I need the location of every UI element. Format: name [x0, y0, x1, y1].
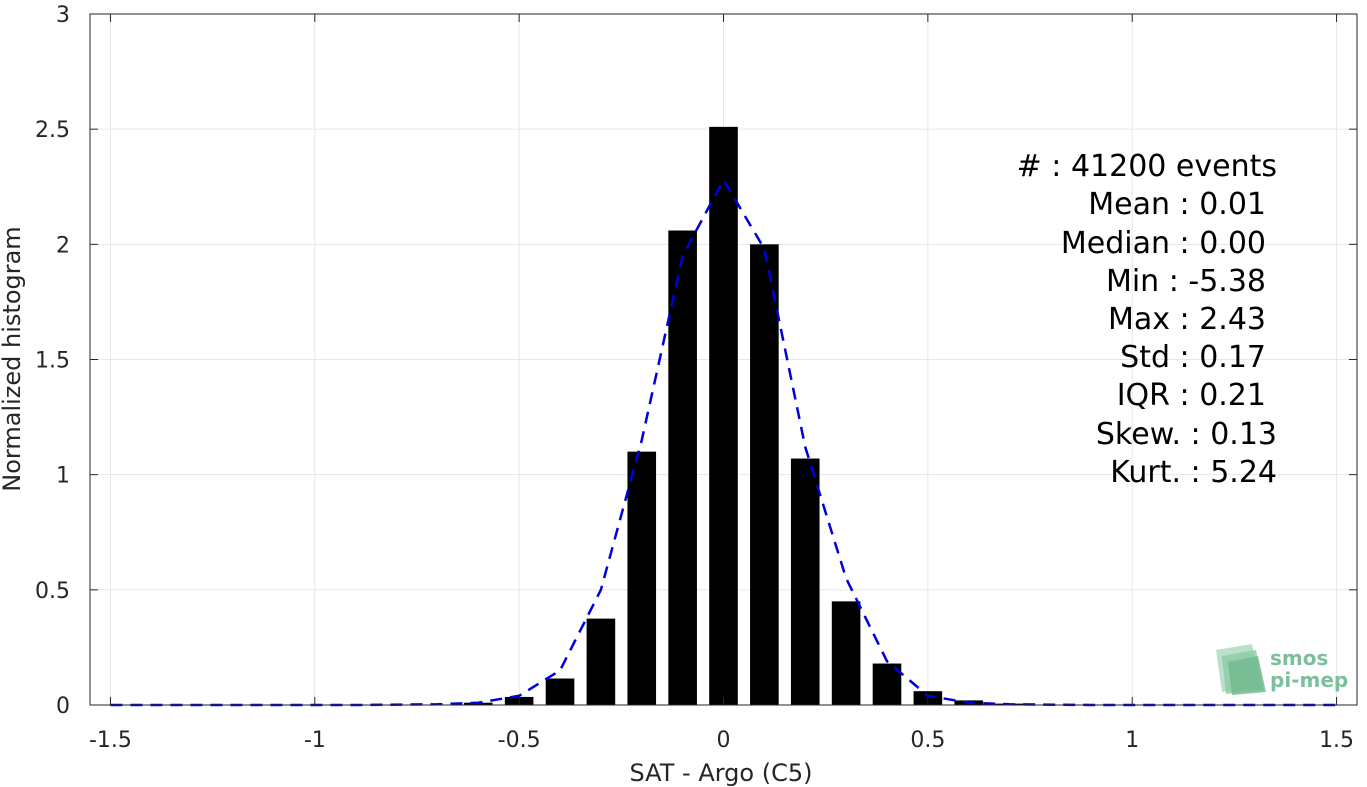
- histogram-bar: [750, 244, 779, 706]
- y-tick-label: 2: [56, 233, 70, 258]
- histogram-bar: [709, 126, 738, 705]
- histogram-bar: [545, 678, 575, 705]
- logo-text-pi-mep: pi-mep: [1270, 668, 1348, 692]
- stat-mean: Mean : 0.01: [1088, 187, 1266, 222]
- y-tick-label: 1.5: [35, 349, 70, 374]
- x-axis-ticks: -1.5 -1 -0.5 0 0.5 1 1.5: [89, 14, 1354, 753]
- x-tick-label: -1.5: [89, 728, 132, 753]
- histogram-bar: [668, 230, 697, 705]
- x-tick-label: 0.5: [910, 728, 945, 753]
- x-tick-label: -0.5: [498, 728, 541, 753]
- logo-layers-icon: [1216, 644, 1266, 695]
- y-tick-label: 0.5: [35, 579, 70, 604]
- histogram-bar: [586, 618, 616, 705]
- stat-median: Median : 0.00: [1061, 226, 1266, 261]
- x-axis-label: SAT - Argo (C5): [630, 759, 813, 787]
- x-tick-label: 1: [1125, 728, 1139, 753]
- stat-skew: Skew. : 0.13: [1096, 417, 1277, 452]
- y-tick-label: 3: [56, 3, 70, 28]
- histogram-bar: [627, 451, 657, 705]
- y-tick-label: 1: [56, 464, 70, 489]
- histogram-bar: [790, 458, 820, 705]
- smos-pi-mep-logo: smos pi-mep: [1216, 644, 1348, 695]
- y-tick-label: 0: [56, 694, 70, 719]
- histogram-bars: [423, 126, 1065, 706]
- stat-std: Std : 0.17: [1120, 340, 1266, 375]
- stat-kurt: Kurt. : 5.24: [1110, 455, 1277, 490]
- y-axis-label: Normalized histogram: [0, 226, 26, 491]
- logo-text-smos: smos: [1270, 646, 1328, 670]
- y-tick-label: 2.5: [35, 118, 70, 143]
- stat-min: Min : -5.38: [1106, 264, 1266, 299]
- histogram-bar: [831, 601, 861, 705]
- x-tick-label: 1.5: [1319, 728, 1354, 753]
- stat-max: Max : 2.43: [1108, 302, 1266, 337]
- stat-iqr: IQR : 0.21: [1117, 378, 1266, 413]
- stats-box: # : 41200 events Mean : 0.01 Median : 0.…: [1017, 149, 1277, 490]
- stat-events: # : 41200 events: [1017, 149, 1277, 184]
- y-axis-ticks: 0 0.5 1 1.5 2 2.5 3: [35, 3, 1357, 719]
- x-tick-label: -1: [304, 728, 326, 753]
- x-tick-label: 0: [717, 728, 731, 753]
